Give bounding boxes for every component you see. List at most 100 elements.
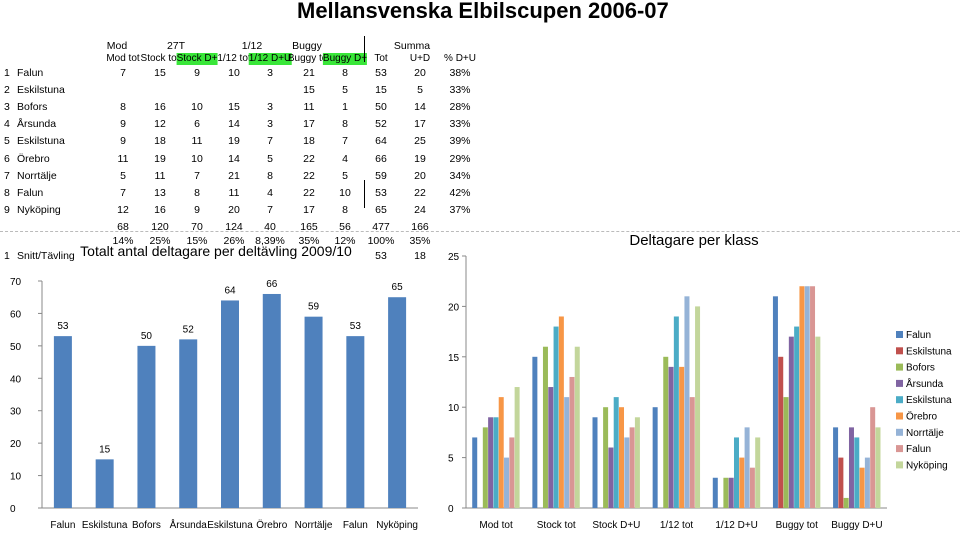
bar xyxy=(629,427,635,508)
bar xyxy=(509,437,515,508)
group-header: Summa xyxy=(393,40,431,52)
bar xyxy=(755,437,761,508)
table-cell: 33% xyxy=(449,84,471,97)
y-tick-label: 10 xyxy=(448,403,460,414)
x-tick-label: Buggy D+U xyxy=(831,520,882,531)
legend-label: Eskilstuna xyxy=(906,346,952,357)
snitt-total: 53 xyxy=(375,249,387,262)
bar xyxy=(838,457,844,508)
table-cell: 53 xyxy=(375,186,387,199)
group-header: Mod xyxy=(106,40,128,52)
row-number: 7 xyxy=(4,169,10,182)
table-cell: 11 xyxy=(228,186,240,199)
column-header: 1/12 D+U xyxy=(248,53,292,65)
bar xyxy=(592,417,598,508)
cell-border xyxy=(364,180,365,208)
column-header: Stock D+ xyxy=(176,53,218,65)
percent-cell: 14% xyxy=(112,234,134,247)
table-cell: 17 xyxy=(303,118,315,131)
table-cell: 7 xyxy=(120,186,126,199)
legend-label: Falun xyxy=(906,330,931,341)
chart-participants-per-race: Totalt antal deltagare per deltävling 20… xyxy=(10,243,418,531)
table-cell: 16 xyxy=(154,101,166,114)
bar xyxy=(875,427,881,508)
data-label: 50 xyxy=(141,331,153,342)
y-tick-label: 15 xyxy=(448,353,460,364)
table-cell: 7 xyxy=(267,203,273,216)
bar xyxy=(542,346,548,508)
y-tick-label: 70 xyxy=(10,277,22,288)
table-cell: 7 xyxy=(342,135,348,148)
bar xyxy=(778,356,784,508)
table-cell: 3 xyxy=(267,67,273,79)
bar xyxy=(728,477,734,508)
page-break-line xyxy=(0,231,960,232)
total-cell: 124 xyxy=(225,220,243,233)
table-cell: 15 xyxy=(375,84,387,97)
legend-swatch xyxy=(896,445,903,453)
bar xyxy=(262,293,281,508)
bar xyxy=(833,427,839,508)
total-cell: 120 xyxy=(151,220,169,233)
bar xyxy=(179,339,198,508)
x-tick-label: 1/12 D+U xyxy=(715,520,758,531)
bar xyxy=(870,407,876,508)
bar xyxy=(864,457,870,508)
column-header: % D+U xyxy=(444,53,476,64)
table-cell: 52 xyxy=(375,118,387,131)
bar xyxy=(679,366,685,508)
table-cell: 5 xyxy=(342,84,348,97)
table-cell: 12 xyxy=(117,203,129,216)
percent-cell: 35% xyxy=(409,234,431,247)
column-header: U+D xyxy=(409,53,431,64)
table-cell: 5 xyxy=(342,169,348,182)
percent-cell: 35% xyxy=(298,234,320,247)
legend-swatch xyxy=(896,363,903,371)
percent-cell: 15% xyxy=(186,234,208,247)
x-tick-label: Falun xyxy=(50,520,75,531)
table-cell: 34% xyxy=(449,169,471,182)
bar xyxy=(346,336,365,508)
bar xyxy=(548,387,554,508)
bar xyxy=(472,437,478,508)
column-header: Buggy D+ xyxy=(322,53,368,65)
group-header: Buggy xyxy=(292,40,322,52)
bar xyxy=(804,286,810,508)
table-cell: 6 xyxy=(194,118,200,131)
table-cell: 50 xyxy=(375,101,387,114)
bar xyxy=(498,397,504,508)
bar xyxy=(788,336,794,508)
y-tick-label: 5 xyxy=(448,454,454,465)
total-cell: 40 xyxy=(264,220,276,233)
y-tick-label: 40 xyxy=(10,374,22,385)
column-header: Tot xyxy=(374,53,388,64)
table-cell: 5 xyxy=(267,152,273,165)
table-cell: 39% xyxy=(449,135,471,148)
table-cell: 33% xyxy=(449,118,471,131)
bar xyxy=(749,467,755,508)
column-header: Mod tot xyxy=(106,53,140,64)
table-cell: 7 xyxy=(194,169,200,182)
legend-swatch xyxy=(896,461,903,469)
bar xyxy=(783,397,789,508)
table-cell: 3 xyxy=(267,118,273,131)
data-label: 59 xyxy=(308,302,320,313)
x-tick-label: Årsunda xyxy=(170,518,208,531)
data-label: 15 xyxy=(99,444,111,455)
row-club-name: Eskilstuna xyxy=(17,84,65,97)
table-cell: 25 xyxy=(414,135,426,148)
y-tick-label: 25 xyxy=(448,252,460,263)
table-cell: 38% xyxy=(449,67,471,79)
table-cell: 8 xyxy=(342,118,348,131)
table-cell: 4 xyxy=(267,186,273,199)
table-cell: 11 xyxy=(191,135,203,148)
row-club-name: Falun xyxy=(17,67,44,79)
bar xyxy=(558,316,564,508)
bar xyxy=(854,437,860,508)
table-cell: 5 xyxy=(120,169,126,182)
table-cell: 8 xyxy=(342,67,348,79)
table-cell: 21 xyxy=(228,169,240,182)
legend-label: Falun xyxy=(906,444,931,455)
x-tick-label: Eskilstuna xyxy=(82,520,128,531)
